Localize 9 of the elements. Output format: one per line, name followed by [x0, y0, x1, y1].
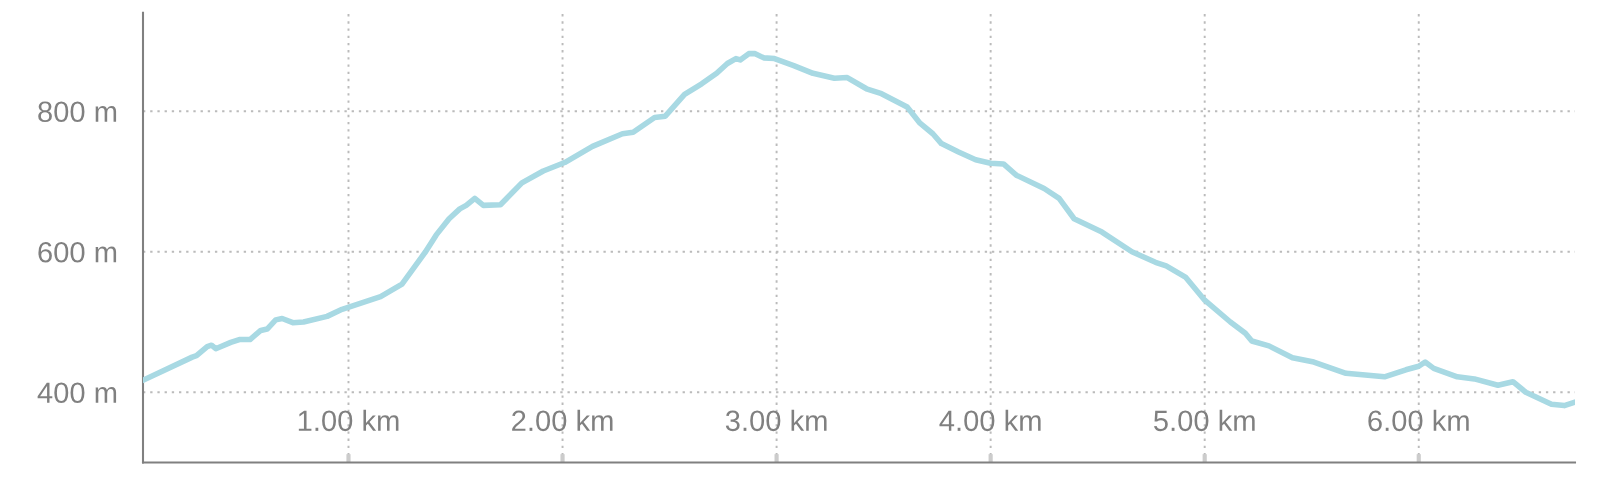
- y-tick-label: 800 m: [38, 101, 117, 123]
- x-tick-label: 1.00 km: [298, 409, 399, 432]
- x-tick-label: 4.00 km: [939, 409, 1041, 432]
- x-tick-label: 5.00 km: [1153, 409, 1255, 432]
- y-tick-label: 400 m: [37, 382, 117, 404]
- x-tick-label: 2.00 km: [512, 409, 613, 432]
- y-tick-label: 600 m: [38, 241, 117, 263]
- x-tick-label: 3.00 km: [725, 409, 827, 432]
- x-tick-label: 6.00 km: [1368, 409, 1469, 432]
